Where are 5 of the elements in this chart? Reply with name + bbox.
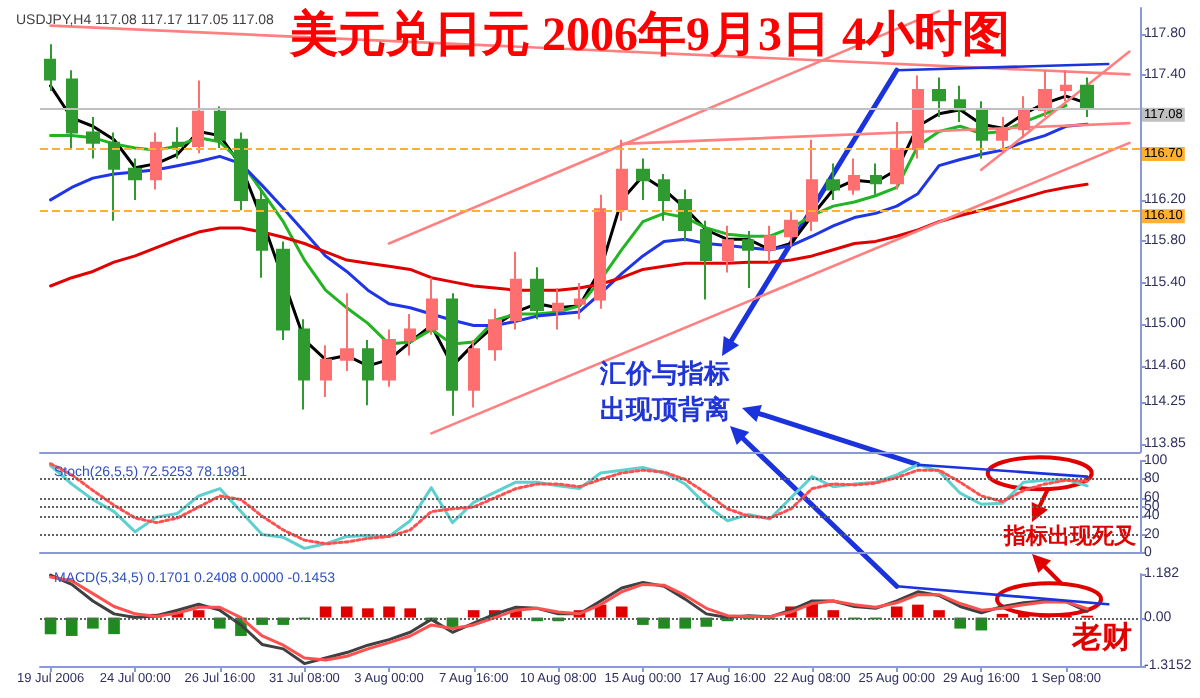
chart-title: 美元兑日元 2006年9月3日 4小时图 [288,6,1010,62]
annotation: 老财 [1070,621,1132,655]
annotation: 出现顶背离 [600,394,730,424]
annotation: 指标出现死叉 [1002,523,1136,549]
annotation: 汇价与指标 [598,358,730,388]
